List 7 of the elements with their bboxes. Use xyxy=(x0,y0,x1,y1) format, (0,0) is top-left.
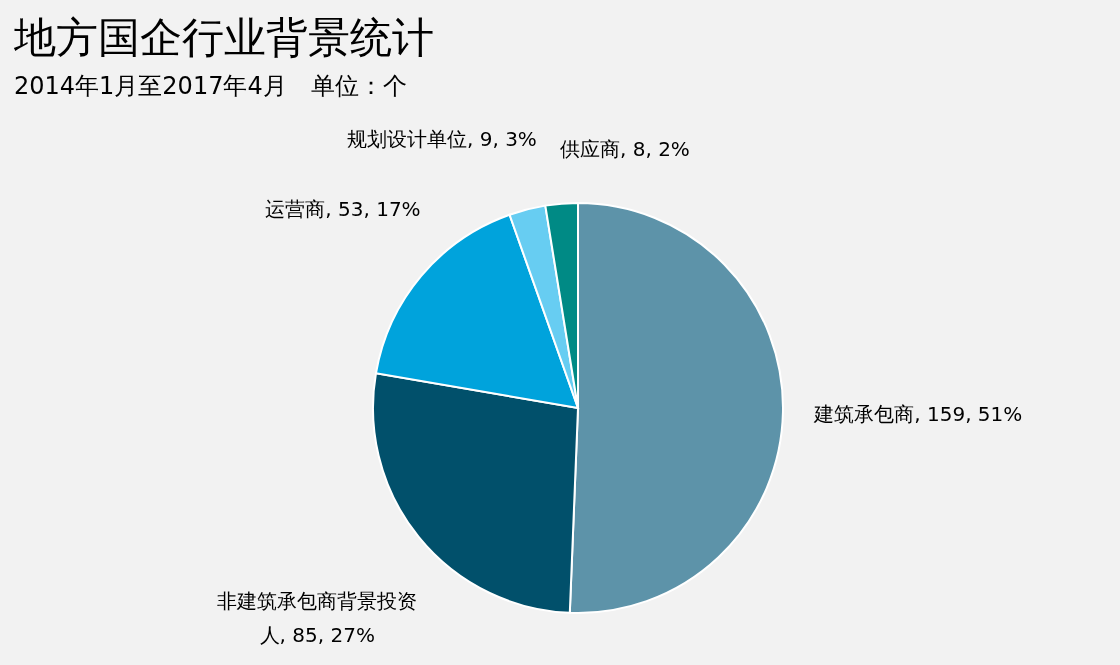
chart-subtitle: 2014年1月至2017年4月 单位：个 xyxy=(14,71,407,100)
slice-label: 非建筑承包商背景投资人, 85, 27% xyxy=(217,588,418,647)
slice-label: 运营商, 53, 17% xyxy=(265,196,421,221)
slice-label: 供应商, 8, 2% xyxy=(559,137,690,162)
slice-label: 建筑承包商, 159, 51% xyxy=(813,401,1023,426)
slice-label: 规划设计单位, 9, 3% xyxy=(346,126,537,151)
chart-title: 地方国企行业背景统计 xyxy=(13,12,434,62)
